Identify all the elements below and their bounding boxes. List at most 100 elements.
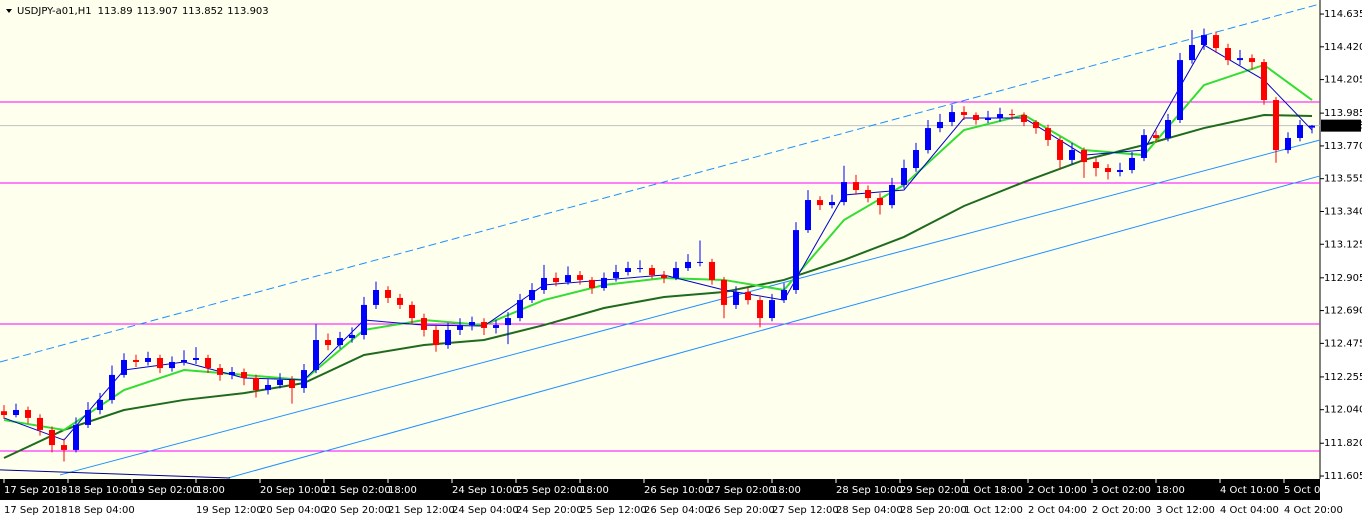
candle-body xyxy=(937,121,943,129)
x-tick-label: 24 Sep 10:00 xyxy=(452,485,519,496)
candle-body xyxy=(721,279,727,305)
moving-average xyxy=(3,113,1313,459)
candle-body xyxy=(997,114,1003,119)
candle-body xyxy=(73,424,79,450)
x-tick-label-2: 1 Oct 12:00 xyxy=(964,505,1023,516)
candle-body xyxy=(289,379,295,389)
y-tick-label: 113.985 xyxy=(1324,108,1362,119)
candle-body xyxy=(1297,125,1303,138)
candle-body xyxy=(469,322,475,326)
x-tick-label-2: 4 Oct 20:00 xyxy=(1284,505,1343,516)
candle-body xyxy=(841,182,847,203)
y-tick-label: 112.475 xyxy=(1324,338,1362,349)
candle-body xyxy=(457,325,463,330)
candle-body xyxy=(781,290,787,301)
candle-body xyxy=(529,290,535,301)
candle-body xyxy=(853,182,859,190)
candle-body xyxy=(1081,150,1087,163)
candle-body xyxy=(1165,119,1171,138)
candle-body xyxy=(1105,168,1111,172)
candle-body xyxy=(217,368,223,375)
candle-body xyxy=(1,411,7,416)
x-tick-label: 18:00 xyxy=(580,485,609,496)
candle-body xyxy=(49,429,55,446)
x-tick-label-2: 2 Oct 20:00 xyxy=(1092,505,1151,516)
price-axis xyxy=(1320,0,1362,479)
x-tick-label: 28 Sep 10:00 xyxy=(836,485,903,496)
candle-body xyxy=(1141,135,1147,158)
y-tick-label: 113.125 xyxy=(1324,239,1362,250)
x-tick-label: 3 Oct 02:00 xyxy=(1092,485,1151,496)
y-tick-label: 114.205 xyxy=(1324,75,1362,86)
plot-area xyxy=(0,0,1320,479)
candle-body xyxy=(949,112,955,122)
x-tick-label: 18:00 xyxy=(196,485,225,496)
candle-body xyxy=(433,329,439,346)
candle-body xyxy=(325,340,331,346)
x-tick-label: 2 Oct 10:00 xyxy=(1028,485,1087,496)
candle-body xyxy=(685,261,691,269)
x-tick-label-2: 26 Sep 20:00 xyxy=(708,505,775,516)
y-tick-label: 113.555 xyxy=(1324,174,1362,185)
candle-body xyxy=(1201,35,1207,45)
y-tick-label: 114.420 xyxy=(1324,42,1362,53)
candle-body xyxy=(1237,58,1243,61)
candle-body xyxy=(1057,139,1063,160)
x-tick-label: 18:00 xyxy=(772,485,801,496)
candle-body xyxy=(1213,35,1219,49)
y-tick-label: 112.905 xyxy=(1324,273,1362,284)
candle-body xyxy=(1285,137,1291,151)
x-tick-label-2: 25 Sep 12:00 xyxy=(580,505,647,516)
low: 113.852 xyxy=(182,6,223,17)
x-tick-label-2: 3 Oct 12:00 xyxy=(1156,505,1215,516)
x-tick-label-2: 18 Sep 04:00 xyxy=(68,505,135,516)
y-tick-label: 114.635 xyxy=(1324,9,1362,20)
candle-body xyxy=(361,304,367,335)
candle-body xyxy=(349,334,355,339)
candle-body xyxy=(121,359,127,375)
candle-body xyxy=(553,277,559,283)
candle-body xyxy=(337,338,343,346)
candle-body xyxy=(1261,62,1267,101)
candle-body xyxy=(409,304,415,319)
candle-body xyxy=(481,322,487,328)
candle-body xyxy=(193,358,199,360)
candle-body xyxy=(181,359,187,362)
candle-body xyxy=(661,275,667,278)
price-tag xyxy=(1321,119,1361,132)
x-tick-label-2: 21 Sep 12:00 xyxy=(388,505,455,516)
candle-body xyxy=(733,291,739,305)
x-tick-label: 26 Sep 10:00 xyxy=(644,485,711,496)
x-tick-label: 17 Sep 2018 xyxy=(4,485,67,496)
candle-body xyxy=(277,379,283,385)
candle-body xyxy=(1129,157,1135,171)
candle-body xyxy=(613,272,619,278)
symbol-name: USDJPY-a01,H1 xyxy=(17,6,92,17)
x-tick-label: 21 Sep 02:00 xyxy=(324,485,391,496)
y-tick-label: 111.820 xyxy=(1324,438,1362,449)
x-tick-label-2: 26 Sep 04:00 xyxy=(644,505,711,516)
candle-body xyxy=(757,300,763,319)
candle-body xyxy=(133,359,139,362)
candle-body xyxy=(973,114,979,120)
candle-body xyxy=(637,268,643,270)
candle-body xyxy=(1069,150,1075,160)
x-tick-label: 25 Sep 02:00 xyxy=(516,485,583,496)
candle-body xyxy=(709,261,715,280)
open: 113.89 xyxy=(98,6,133,17)
candle-body xyxy=(1177,60,1183,120)
candle-body xyxy=(1225,48,1231,61)
y-tick-label: 111.605 xyxy=(1324,471,1362,482)
candle-body xyxy=(145,358,151,362)
x-tick-label-2: 24 Sep 04:00 xyxy=(452,505,519,516)
candle-body xyxy=(805,200,811,231)
candle-body xyxy=(85,409,91,425)
x-tick-label: 18:00 xyxy=(388,485,417,496)
x-tick-label-2: 4 Oct 04:00 xyxy=(1220,505,1279,516)
candle-body xyxy=(169,361,175,369)
candle-body xyxy=(517,300,523,319)
trend-line xyxy=(59,139,1321,476)
candle-body xyxy=(697,261,703,263)
candle-body xyxy=(745,291,751,301)
candle-body xyxy=(793,230,799,291)
